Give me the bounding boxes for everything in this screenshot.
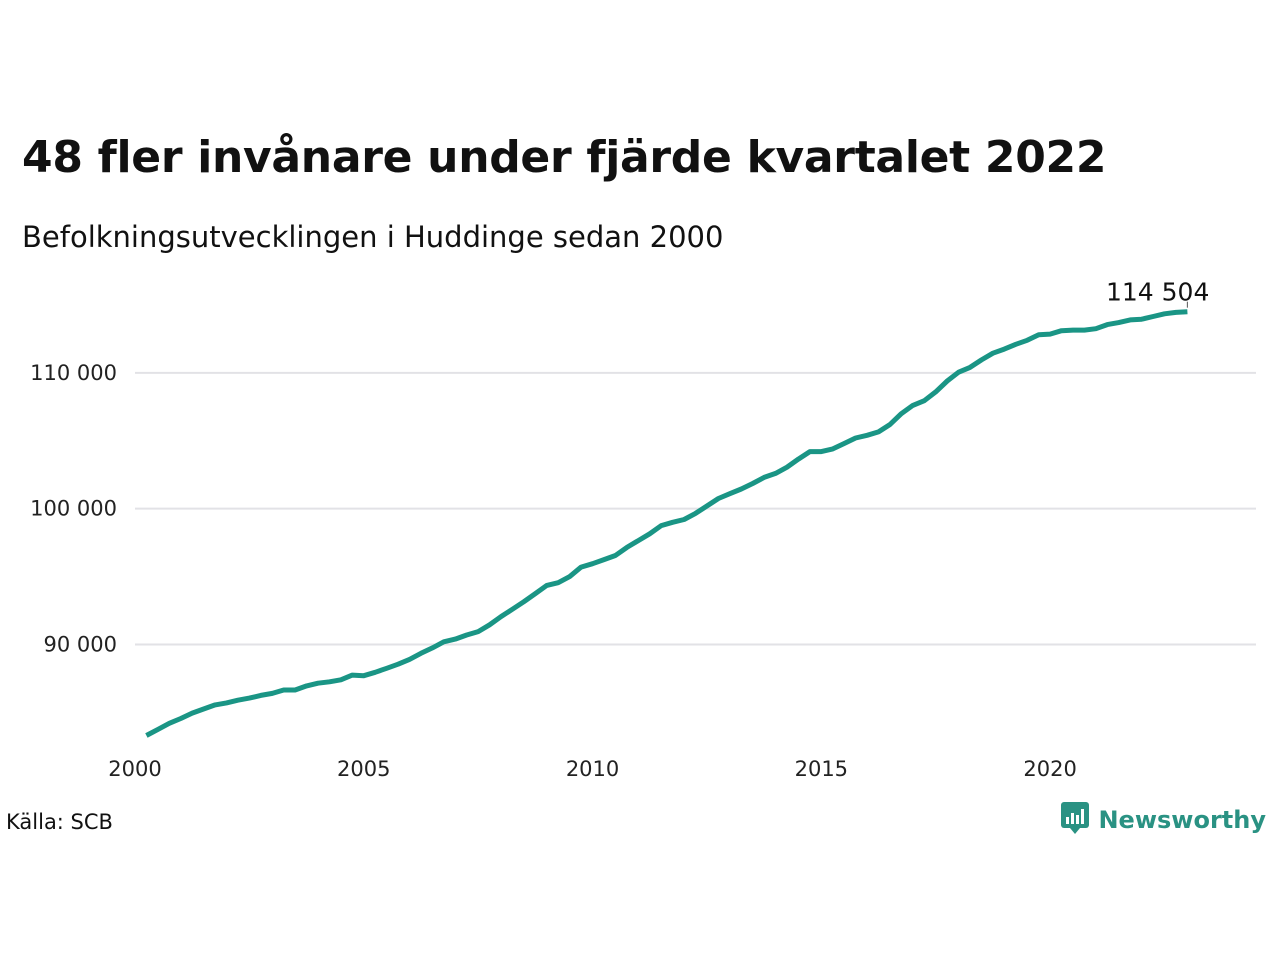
grid-lines	[135, 371, 1256, 646]
y-tick-label: 110 000	[30, 361, 117, 385]
last-value-label: 114 504	[1106, 278, 1209, 307]
bar-chart-speech-bubble-icon	[1060, 801, 1090, 839]
newsworthy-logo[interactable]: Newsworthy	[1060, 800, 1266, 840]
y-axis-tick-labels: 90 000 100 000 110 000	[30, 361, 117, 657]
x-tick-label: 2000	[108, 757, 161, 781]
annotation-layer: 114 504	[1106, 278, 1209, 308]
x-tick-label: 2015	[795, 757, 848, 781]
brand-name: Newsworthy	[1098, 806, 1266, 834]
x-tick-label: 2005	[337, 757, 390, 781]
x-axis-tick-labels: 2000 2005 2010 2015 2020	[108, 757, 1077, 781]
chart-subtitle: Befolkningsutvecklingen i Huddinge sedan…	[22, 220, 724, 254]
chart-title: 48 fler invånare under fjärde kvartalet …	[22, 132, 1107, 183]
y-tick-label: 100 000	[30, 497, 117, 521]
series-layer	[145, 309, 1188, 738]
x-tick-label: 2010	[566, 757, 619, 781]
source-label: Källa: SCB	[6, 810, 113, 834]
series-line	[145, 309, 1188, 738]
y-tick-label: 90 000	[44, 632, 117, 656]
x-tick-label: 2020	[1023, 757, 1076, 781]
